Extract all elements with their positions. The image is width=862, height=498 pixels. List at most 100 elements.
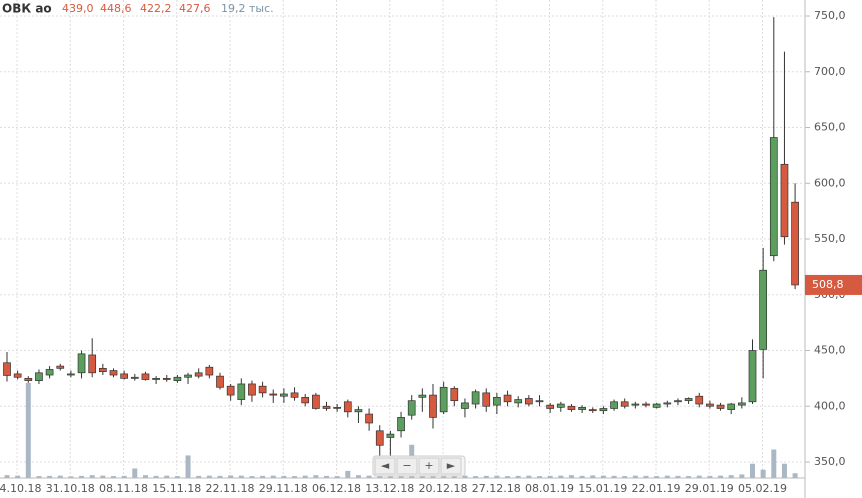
candle-body <box>429 394 437 418</box>
candle-body <box>35 372 43 381</box>
volume-bar <box>568 475 574 478</box>
volume-bar <box>36 476 42 478</box>
volume-bar <box>558 475 564 478</box>
candle-body <box>162 378 171 380</box>
candle-body <box>333 407 341 409</box>
candle-body <box>248 383 256 396</box>
volume-bar <box>366 475 372 478</box>
volume-bar <box>771 449 777 478</box>
x-tick-label: 29.01.19 <box>685 482 734 495</box>
candle-body <box>695 395 704 405</box>
candle-body <box>397 417 405 432</box>
btn-right[interactable]: ► <box>440 457 462 475</box>
candle-body <box>120 373 129 379</box>
candle-body <box>130 376 139 379</box>
x-tick-label: 29.11.18 <box>259 482 308 495</box>
volume-bar <box>686 476 692 478</box>
y-tick-label: 350,0 <box>814 455 846 468</box>
volume-bar <box>526 475 532 478</box>
candle-body <box>375 430 384 446</box>
volume-bar <box>760 469 766 478</box>
volume-bar <box>79 475 85 478</box>
candle-body <box>365 413 373 424</box>
candle-body <box>461 402 469 409</box>
candle-body <box>631 403 640 406</box>
y-tick-label: 400,0 <box>814 399 846 412</box>
volume-bar <box>217 475 223 478</box>
volume-bar <box>345 470 351 478</box>
volume-bar <box>324 475 329 478</box>
volume-bar <box>483 475 489 478</box>
candle-body <box>514 399 523 404</box>
volume-bar <box>292 476 298 478</box>
volume-bar <box>696 475 702 478</box>
volume-bar <box>206 475 212 478</box>
volume-bar <box>590 475 596 478</box>
candle-body <box>173 376 182 381</box>
volume-bar <box>451 475 457 478</box>
x-tick-label: 15.11.18 <box>152 482 201 495</box>
candle-body <box>599 408 608 412</box>
volume-bar <box>132 468 138 478</box>
volume-bar <box>547 475 553 478</box>
volume-bar <box>228 475 234 478</box>
candle-body <box>322 405 331 409</box>
volume-bar <box>579 475 585 478</box>
volume-bar <box>654 476 660 478</box>
candle-body <box>24 378 33 381</box>
candle-body <box>716 404 725 409</box>
btn-minus[interactable]: − <box>396 457 418 475</box>
x-tick-label: 31.10.18 <box>46 482 95 495</box>
close: 427,6 <box>179 2 211 15</box>
candle-body <box>56 365 65 369</box>
candle-body <box>226 385 235 396</box>
volume-bar <box>494 475 500 478</box>
candle-body <box>546 404 555 409</box>
candle-body <box>759 269 768 350</box>
x-tick-label: 08.11.18 <box>99 482 148 495</box>
candle-body <box>578 407 586 410</box>
btn-label: − <box>402 459 411 472</box>
candle-body <box>3 362 11 376</box>
candle-body <box>216 375 224 388</box>
volume-bar <box>611 475 617 478</box>
candle-body <box>141 373 150 380</box>
candle-body <box>620 401 629 407</box>
last-price-label: 508,8 <box>812 278 844 291</box>
candle-body <box>588 409 597 412</box>
candle-body <box>290 392 299 398</box>
volume-bar <box>750 463 755 478</box>
volume-bar <box>441 475 447 478</box>
candle-body <box>45 369 54 376</box>
y-tick-label: 600,0 <box>814 176 846 189</box>
candle-body <box>780 163 789 238</box>
btn-plus[interactable]: + <box>418 457 440 475</box>
candle-body <box>567 405 576 410</box>
volume-bar <box>419 475 425 478</box>
volume-bar <box>355 475 361 478</box>
volume-bar <box>313 475 319 478</box>
y-tick-label: 700,0 <box>814 65 846 78</box>
volume-bar <box>473 476 479 478</box>
volume-bar <box>249 476 255 478</box>
volume-bar <box>462 475 468 478</box>
candle-body <box>98 367 107 373</box>
candle-body <box>237 383 246 400</box>
x-tick-label: 24.10.18 <box>0 482 41 495</box>
volume-bar <box>515 475 521 478</box>
candle-body <box>706 403 714 407</box>
x-tick-label: 27.12.18 <box>472 482 521 495</box>
candle-body <box>280 393 288 397</box>
candle-body <box>13 373 22 378</box>
candle-body <box>67 373 75 376</box>
volume-bar <box>25 383 31 478</box>
volume-bar <box>781 463 787 478</box>
volume-bar <box>100 475 106 478</box>
volume-bar <box>537 476 542 478</box>
candle-body <box>493 396 501 406</box>
low: 422,2 <box>140 2 172 15</box>
volume-bar <box>739 474 745 478</box>
y-tick-label: 750,0 <box>814 9 846 22</box>
btn-left[interactable]: ◄ <box>374 457 396 475</box>
